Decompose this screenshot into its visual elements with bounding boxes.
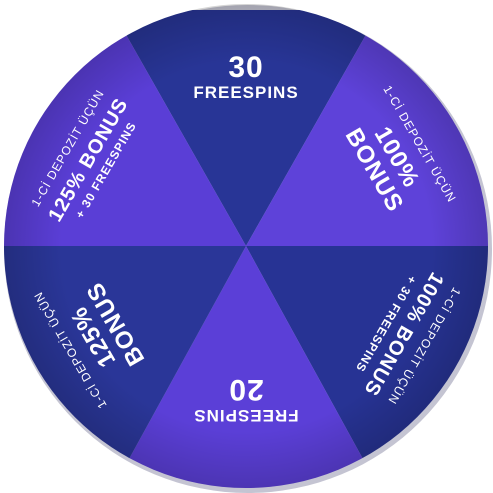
segment-bottom-text: FREESPINS 20 — [193, 373, 298, 425]
segment-bottom-number: 20 — [228, 373, 263, 406]
segment-top-label: FREESPINS — [193, 83, 298, 102]
segment-top-number: 30 — [228, 51, 263, 84]
segment-bottom-label: FREESPINS — [193, 406, 298, 425]
